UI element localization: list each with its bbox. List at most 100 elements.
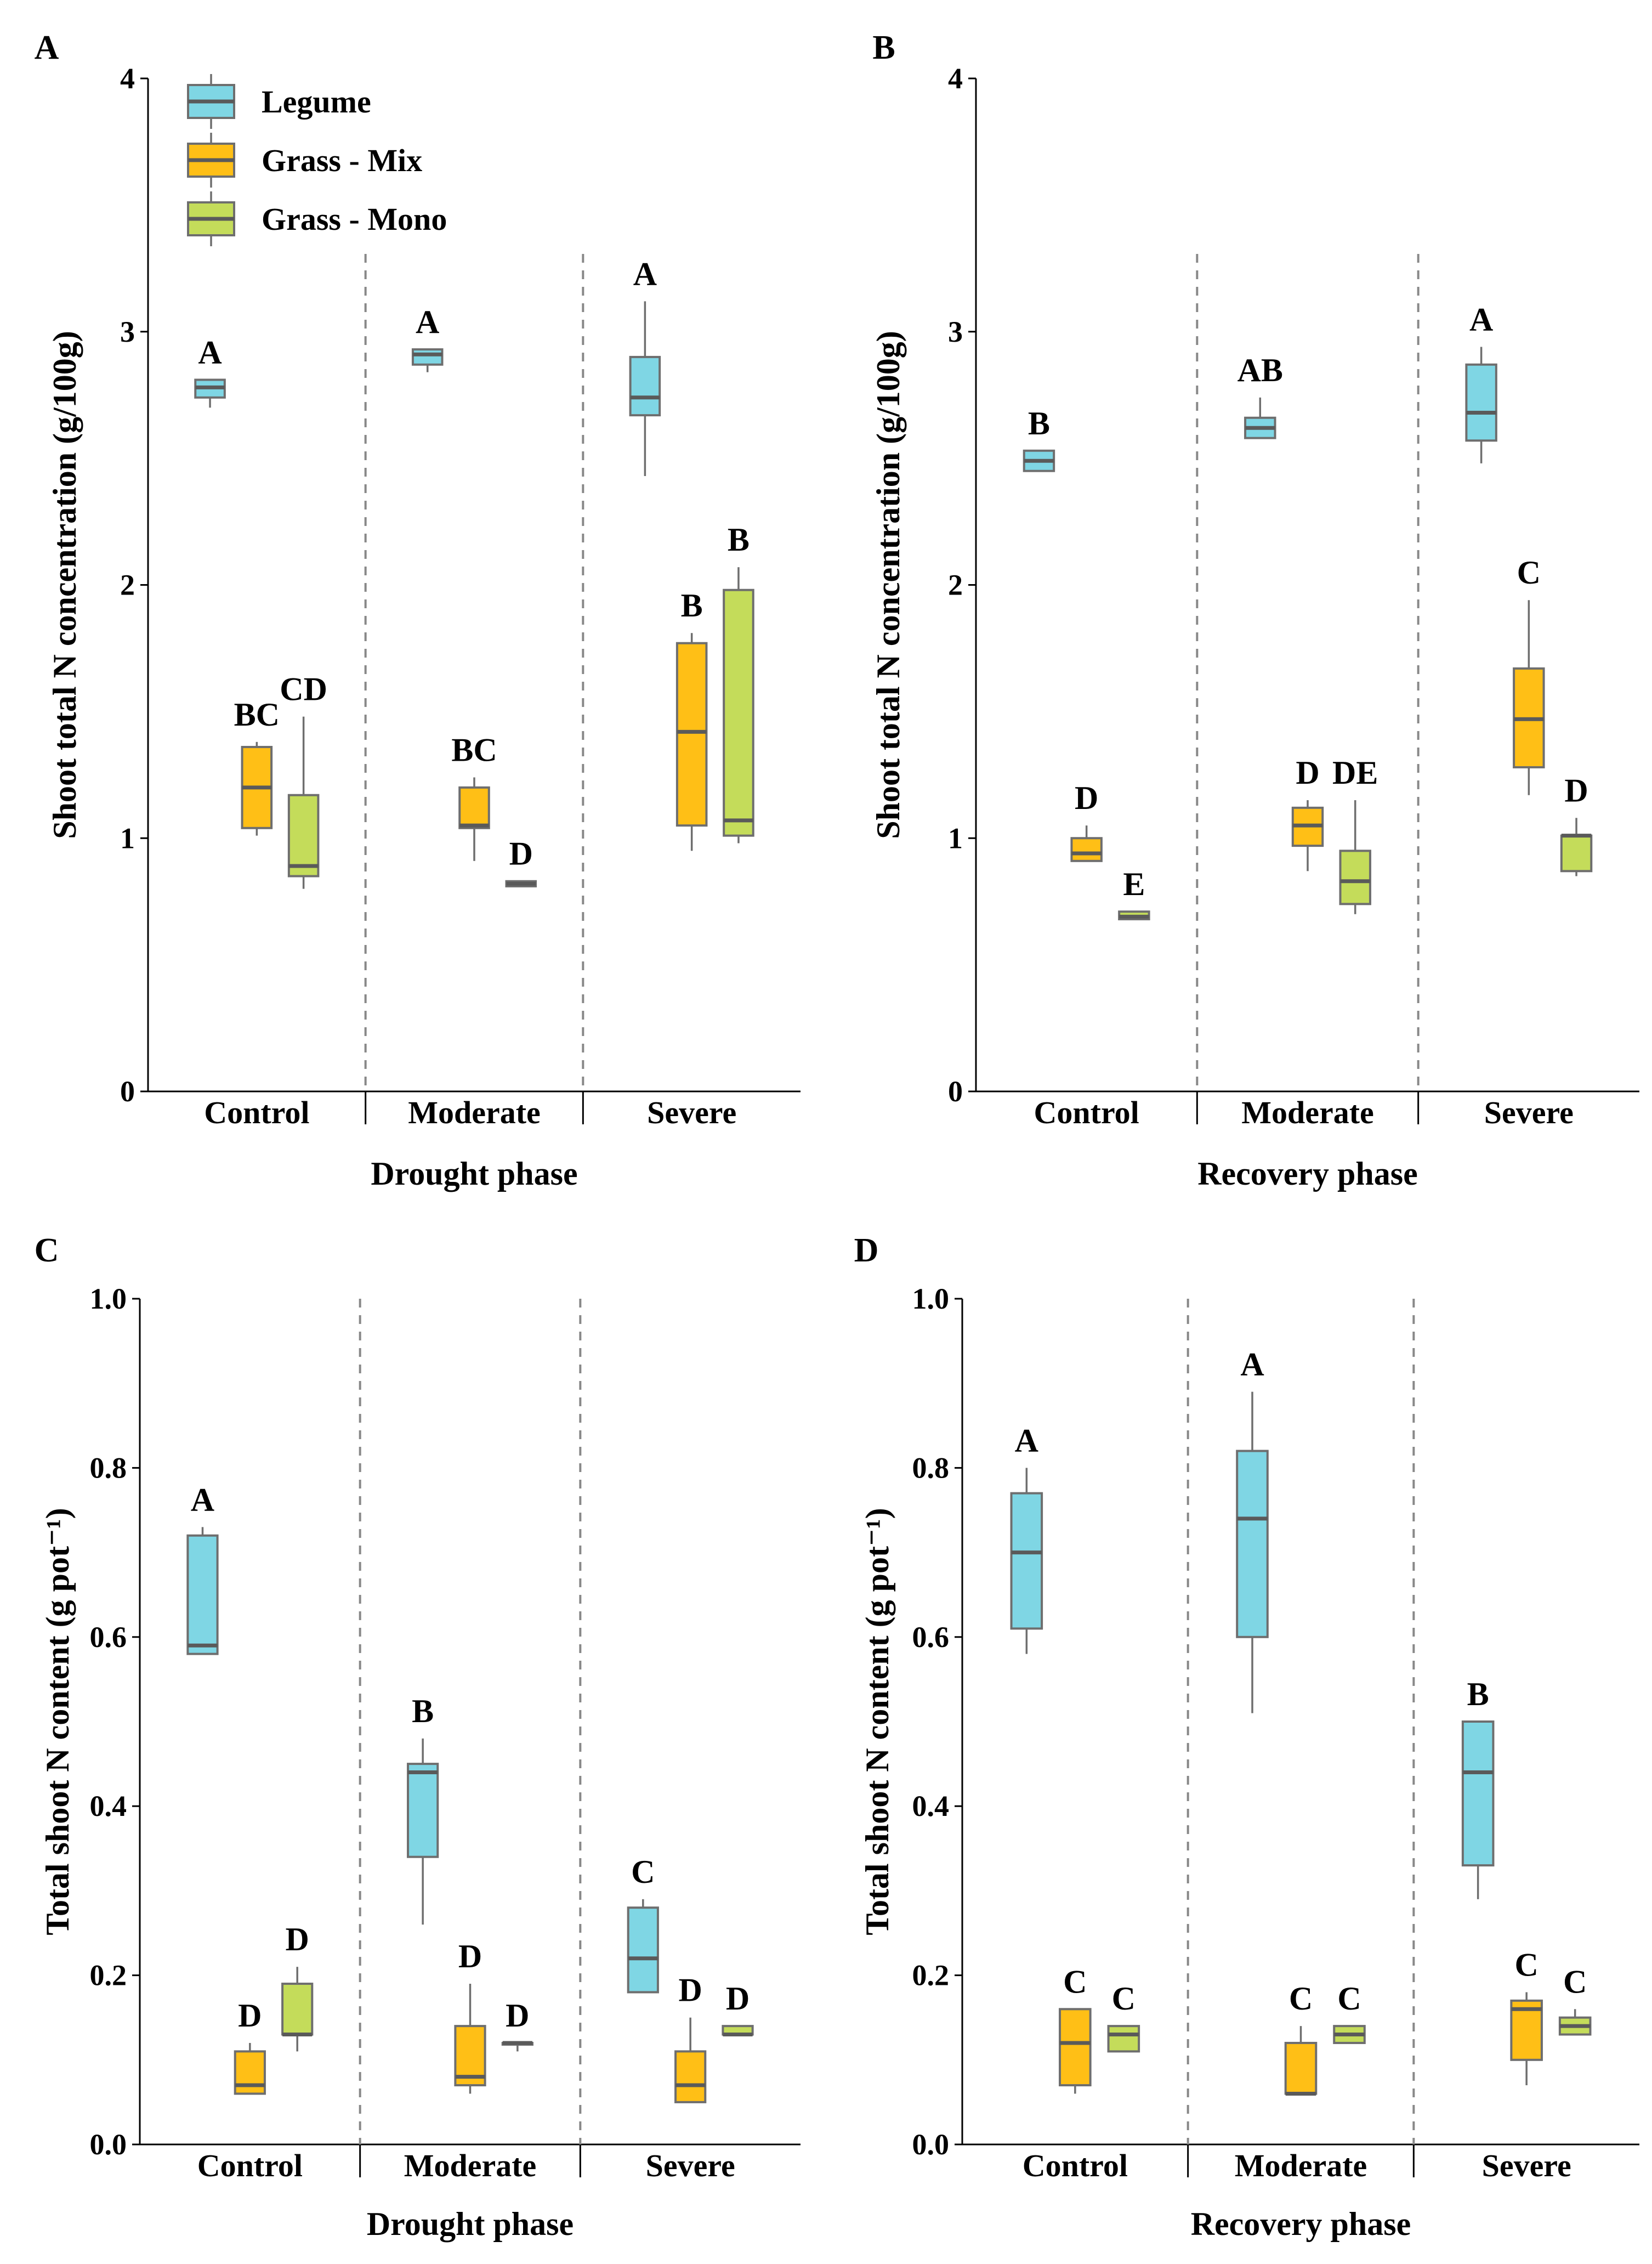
y-tick-label: 0.8 (912, 1451, 950, 1484)
significance-letter: B (681, 587, 703, 624)
significance-letter: CD (280, 671, 327, 708)
significance-letter: C (1289, 1980, 1313, 2017)
y-tick-label: 1 (948, 822, 963, 854)
y-axis-title: Shoot total N concentration (g/100g) (870, 331, 906, 839)
significance-letter: C (1063, 1963, 1087, 2000)
y-tick-label: 0.6 (912, 1621, 950, 1654)
y-axis-title: Total shoot N content (g pot⁻¹) (859, 1508, 895, 1935)
significance-letter: D (1564, 772, 1588, 808)
box-grass-mono-severe: B (723, 522, 754, 844)
legend: Legume Grass - Mix Grass - Mono (187, 74, 447, 246)
box-iqr (1010, 1492, 1043, 1630)
y-tick-label: 2 (120, 569, 135, 602)
significance-letter: D (1296, 755, 1319, 791)
significance-letter: B (1028, 405, 1050, 442)
box-iqr (234, 2050, 266, 2095)
box-iqr (627, 1906, 659, 1994)
panel-d: D 0.0 0.2 0.4 0.6 0.8 1.0 Control Moderate Severe… (854, 1232, 1639, 2242)
panel-a: A 0 1 2 3 4 Control Moderate Severe Drought phase… (35, 29, 801, 1192)
y-tick-label: 0.2 (90, 1959, 127, 1992)
x-category-label: Moderate (1235, 2148, 1367, 2183)
x-category-label: Moderate (1241, 1095, 1374, 1130)
box-iqr (674, 2050, 707, 2103)
x-category-label: Control (197, 2148, 303, 2183)
x-category-label: Control (1023, 2148, 1128, 2183)
box-grass-mono-severe: D (722, 1980, 754, 2037)
box-legume-severe: C (627, 1854, 659, 1994)
x-axis-title: Drought phase (367, 2206, 574, 2242)
significance-letter: D (506, 1997, 529, 2034)
significance-letter: AB (1237, 352, 1283, 388)
significance-letter: C (1514, 1946, 1538, 1983)
box-grass-mix-control: D (234, 1997, 266, 2095)
y-tick-label: 1 (120, 822, 135, 854)
significance-letter: DE (1332, 755, 1378, 791)
box-grass-mono-control: C (1107, 1980, 1140, 2053)
box-grass-mono-control: CD (280, 671, 327, 889)
panel-c: C 0.0 0.2 0.4 0.6 0.8 1.0 Control Moderate Severe… (35, 1232, 801, 2242)
y-tick-label: 0.0 (90, 2128, 127, 2161)
significance-letter: A (1240, 1346, 1264, 1383)
box-grass-mono-moderate: C (1333, 1980, 1366, 2044)
legend-entry-legume: Legume (187, 74, 371, 129)
box-grass-mix-control: D (1070, 780, 1103, 862)
box-legume-control: A (1010, 1422, 1043, 1654)
significance-letter: D (238, 1997, 262, 2034)
box-grass-mono-moderate: D (501, 1997, 533, 2052)
box-grass-mix-moderate: BC (451, 732, 497, 861)
box-iqr (281, 1983, 314, 2036)
x-category-label: Severe (646, 2148, 735, 2183)
significance-letter: A (191, 1481, 214, 1518)
box-grass-mix-control: BC (234, 697, 280, 836)
panel-b: B 0 1 2 3 4 Control Moderate Severe Recovery phas… (870, 29, 1639, 1192)
significance-letter: C (1337, 1980, 1361, 2017)
significance-letter: B (1467, 1676, 1489, 1712)
significance-letter: D (509, 836, 533, 872)
box-grass-mix-severe: B (675, 587, 708, 851)
significance-letter: BC (451, 732, 497, 768)
box-legume-moderate: A (1236, 1346, 1269, 1713)
box-grass-mix-severe: C (1510, 1946, 1543, 2086)
significance-letter: B (412, 1693, 434, 1729)
legend-entry-grass-mix: Grass - Mix (187, 133, 422, 188)
x-category-label: Severe (1484, 1095, 1574, 1130)
y-tick-label: 2 (948, 569, 963, 602)
significance-letter: A (1015, 1422, 1038, 1458)
y-tick-label: 1.0 (90, 1282, 127, 1315)
box-legume-severe: B (1461, 1676, 1495, 1899)
x-category-label: Moderate (408, 1095, 541, 1130)
significance-letter: D (286, 1921, 309, 1957)
box-iqr (1070, 837, 1103, 862)
panel-label: D (854, 1232, 879, 1269)
box-iqr (1461, 1720, 1495, 1867)
y-tick-label: 0 (948, 1075, 963, 1108)
x-category-label: Control (204, 1095, 309, 1130)
box-iqr (1284, 2041, 1318, 2095)
legend-label: Grass - Mono (262, 201, 447, 237)
box-iqr (458, 786, 490, 829)
box-iqr (186, 1534, 219, 1655)
box-grass-mono-moderate: DE (1332, 755, 1378, 914)
panel-label: C (35, 1232, 59, 1269)
significance-letter: A (1469, 301, 1493, 337)
y-axis-title: Shoot total N concentration (g/100g) (47, 331, 83, 839)
y-tick-label: 0.2 (912, 1959, 950, 1992)
x-axis-title: Drought phase (371, 1156, 577, 1192)
box-grass-mono-severe: D (1560, 772, 1593, 876)
box-iqr (629, 355, 661, 417)
box-grass-mix-severe: C (1513, 554, 1545, 795)
box-legume-moderate: A (411, 304, 444, 372)
significance-letter: B (728, 522, 750, 558)
box-iqr (407, 1763, 439, 1858)
significance-letter: D (1075, 780, 1098, 816)
significance-letter: A (416, 304, 439, 340)
significance-letter: D (726, 1980, 750, 2017)
box-grass-mono-control: E (1118, 866, 1150, 921)
significance-letter: BC (234, 697, 280, 733)
y-tick-label: 0.8 (90, 1451, 127, 1484)
box-grass-mono-moderate: D (505, 836, 537, 887)
y-tick-label: 0.0 (912, 2128, 950, 2161)
x-category-label: Severe (1482, 2148, 1571, 2183)
